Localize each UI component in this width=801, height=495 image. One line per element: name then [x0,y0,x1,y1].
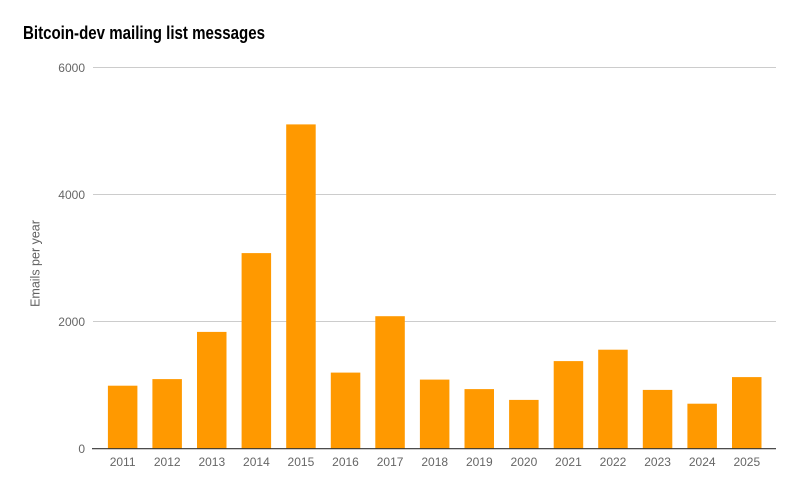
svg-text:2022: 2022 [600,455,627,469]
svg-text:2017: 2017 [377,455,404,469]
svg-text:2024: 2024 [689,455,716,469]
svg-text:2018: 2018 [421,455,448,469]
svg-text:2019: 2019 [466,455,493,469]
svg-text:2011: 2011 [110,455,136,469]
svg-text:Emails per year: Emails per year [29,220,43,307]
svg-text:2013: 2013 [198,455,225,469]
svg-text:2000: 2000 [58,315,85,329]
svg-text:6000: 6000 [58,61,85,75]
svg-text:2021: 2021 [555,455,582,469]
svg-text:2012: 2012 [154,455,181,469]
svg-text:0: 0 [78,442,85,456]
svg-text:2025: 2025 [733,455,760,469]
svg-text:2015: 2015 [288,455,315,469]
svg-text:2014: 2014 [243,455,270,469]
svg-text:4000: 4000 [58,188,85,202]
svg-text:Bitcoin-dev mailing list messa: Bitcoin-dev mailing list messages [23,23,265,43]
svg-text:2023: 2023 [644,455,671,469]
svg-text:2016: 2016 [332,455,359,469]
svg-text:2020: 2020 [511,455,538,469]
